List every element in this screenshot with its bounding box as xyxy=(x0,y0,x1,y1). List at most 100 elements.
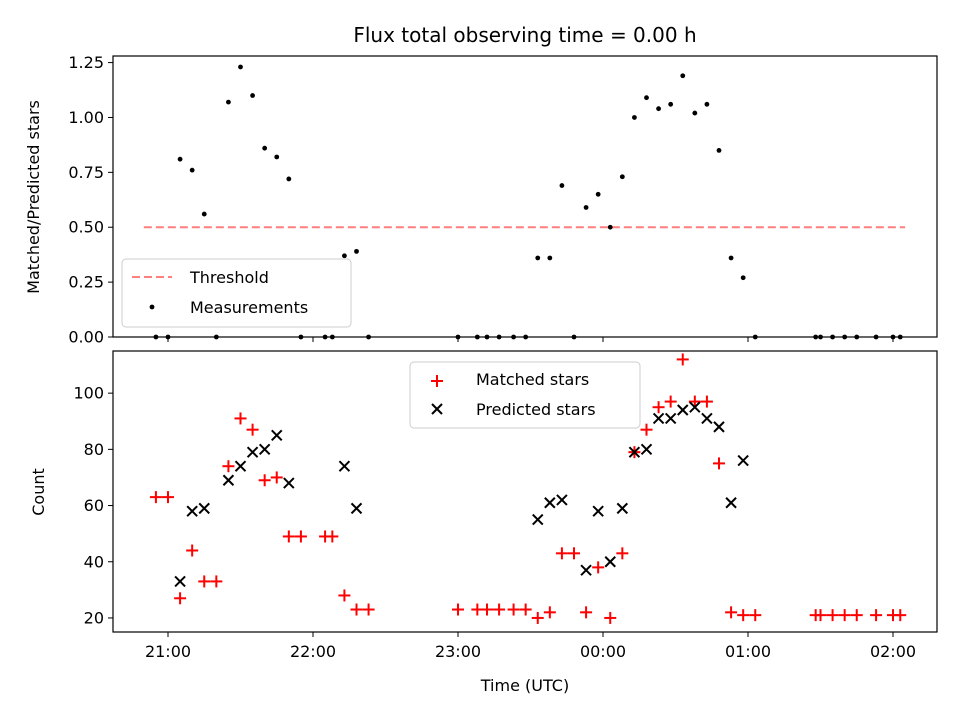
measurement-point xyxy=(632,115,637,120)
matched-star-point xyxy=(519,603,532,616)
bottom-y-tick-label: 40 xyxy=(84,552,104,571)
measurement-point xyxy=(704,101,710,107)
top-y-tick-label: 0.50 xyxy=(68,218,104,237)
measurement-point xyxy=(201,211,207,217)
measurement-point xyxy=(583,205,589,210)
predicted-star-stroke-b xyxy=(174,575,186,588)
predicted-star-point xyxy=(628,446,641,458)
predicted-star-point xyxy=(592,505,604,517)
predicted-star-stroke-b xyxy=(701,412,713,425)
predicted-star-stroke-b xyxy=(198,502,210,515)
predicted-star-stroke-b xyxy=(664,412,677,425)
matched-star-point xyxy=(604,611,617,624)
matched-star-point xyxy=(186,544,199,557)
measurement-point xyxy=(692,110,698,116)
bottom-x-tick-label: 00:00 xyxy=(580,642,626,661)
measurement-point xyxy=(668,101,674,107)
bottom-x-tick-label: 02:00 xyxy=(870,642,916,661)
matched-star-point xyxy=(149,491,162,504)
top-y-tick-label: 0.00 xyxy=(68,328,104,347)
matched-star-point xyxy=(838,609,851,622)
matched-star-point xyxy=(555,547,568,560)
measurement-point xyxy=(716,147,722,153)
predicted-star-stroke-b xyxy=(350,502,363,515)
matched-star-point xyxy=(664,395,677,408)
matched-star-point xyxy=(870,609,883,622)
predicted-star-stroke-b xyxy=(246,446,259,458)
predicted-star-point xyxy=(258,443,271,456)
bottom-plot-frame xyxy=(112,350,938,633)
measurement-point xyxy=(189,167,195,173)
predicted-star-point xyxy=(350,502,363,515)
predicted-star-stroke-b xyxy=(652,412,665,425)
predicted-star-point xyxy=(652,412,665,425)
matched-star-point xyxy=(507,603,520,616)
measurement-point xyxy=(354,248,359,254)
x-axis-label: Time (UTC) xyxy=(480,676,569,695)
measurement-point xyxy=(728,255,734,261)
predicted-star-stroke-b xyxy=(532,513,544,526)
predicted-star-point xyxy=(713,421,725,433)
predicted-star-point xyxy=(677,404,689,416)
matched-star-point xyxy=(531,611,544,624)
matched-star-point xyxy=(700,395,713,408)
predicted-star-stroke-b xyxy=(338,460,351,472)
measurement-point xyxy=(559,183,565,188)
predicted-star-stroke-b xyxy=(737,454,749,467)
predicted-star-stroke-b xyxy=(283,477,295,489)
threshold-legend-label: Threshold xyxy=(189,268,269,287)
matched-star-point xyxy=(814,609,827,622)
measurement-point xyxy=(740,275,746,281)
matched-star-point xyxy=(737,609,750,622)
matched-star-point xyxy=(338,589,351,602)
predicted-star-stroke-b xyxy=(616,502,629,515)
predicted-legend-label: Predicted stars xyxy=(476,400,596,419)
matched-star-point xyxy=(592,561,605,574)
predicted-star-stroke-b xyxy=(604,556,616,568)
measurement-point xyxy=(177,156,183,162)
predicted-star-stroke-b xyxy=(640,443,653,456)
matched-star-point xyxy=(234,412,247,425)
matched-star-point xyxy=(826,609,839,622)
matched-star-point xyxy=(222,460,235,473)
matched-star-point xyxy=(326,530,339,543)
predicted-star-stroke-b xyxy=(186,505,198,517)
predicted-star-stroke-b xyxy=(592,505,604,517)
matched-star-point xyxy=(481,603,493,616)
predicted-star-point xyxy=(556,494,568,506)
predicted-star-stroke-b xyxy=(271,429,283,442)
bottom-x-tick-label: 21:00 xyxy=(145,642,191,661)
top-y-tick-label: 0.75 xyxy=(68,163,104,182)
top-legend: Threshold Measurements xyxy=(121,258,352,328)
predicted-star-point xyxy=(271,429,283,442)
matched-star-point xyxy=(210,575,223,588)
matched-star-point xyxy=(850,609,863,622)
measurement-point xyxy=(680,73,686,79)
predicted-star-point xyxy=(532,513,544,526)
measurement-point xyxy=(644,95,649,101)
top-y-tick-label: 1.00 xyxy=(68,108,104,127)
predicted-star-stroke-b xyxy=(677,404,689,416)
predicted-star-point xyxy=(737,454,749,467)
measurement-point xyxy=(286,176,292,182)
measurements-legend-label: Measurements xyxy=(190,298,308,317)
measurements-legend-marker xyxy=(149,304,155,310)
matched-star-point xyxy=(350,603,363,616)
measurement-point xyxy=(262,145,268,151)
predicted-star-point xyxy=(604,556,616,568)
measurement-point xyxy=(274,154,280,160)
predicted-star-point xyxy=(174,575,186,588)
predicted-star-stroke-b xyxy=(556,494,568,506)
predicted-star-point xyxy=(198,502,210,515)
matched-star-point xyxy=(270,471,283,484)
top-legend-box xyxy=(121,258,352,328)
matched-star-point xyxy=(362,603,375,616)
matched-star-point xyxy=(162,491,174,504)
bottom-y-tick-label: 80 xyxy=(84,440,104,459)
predicted-star-point xyxy=(580,564,592,576)
bottom-x-tick-label: 23:00 xyxy=(435,642,481,661)
predicted-star-stroke-b xyxy=(258,443,271,456)
matched-star-point xyxy=(258,474,271,487)
predicted-star-point xyxy=(234,460,247,472)
